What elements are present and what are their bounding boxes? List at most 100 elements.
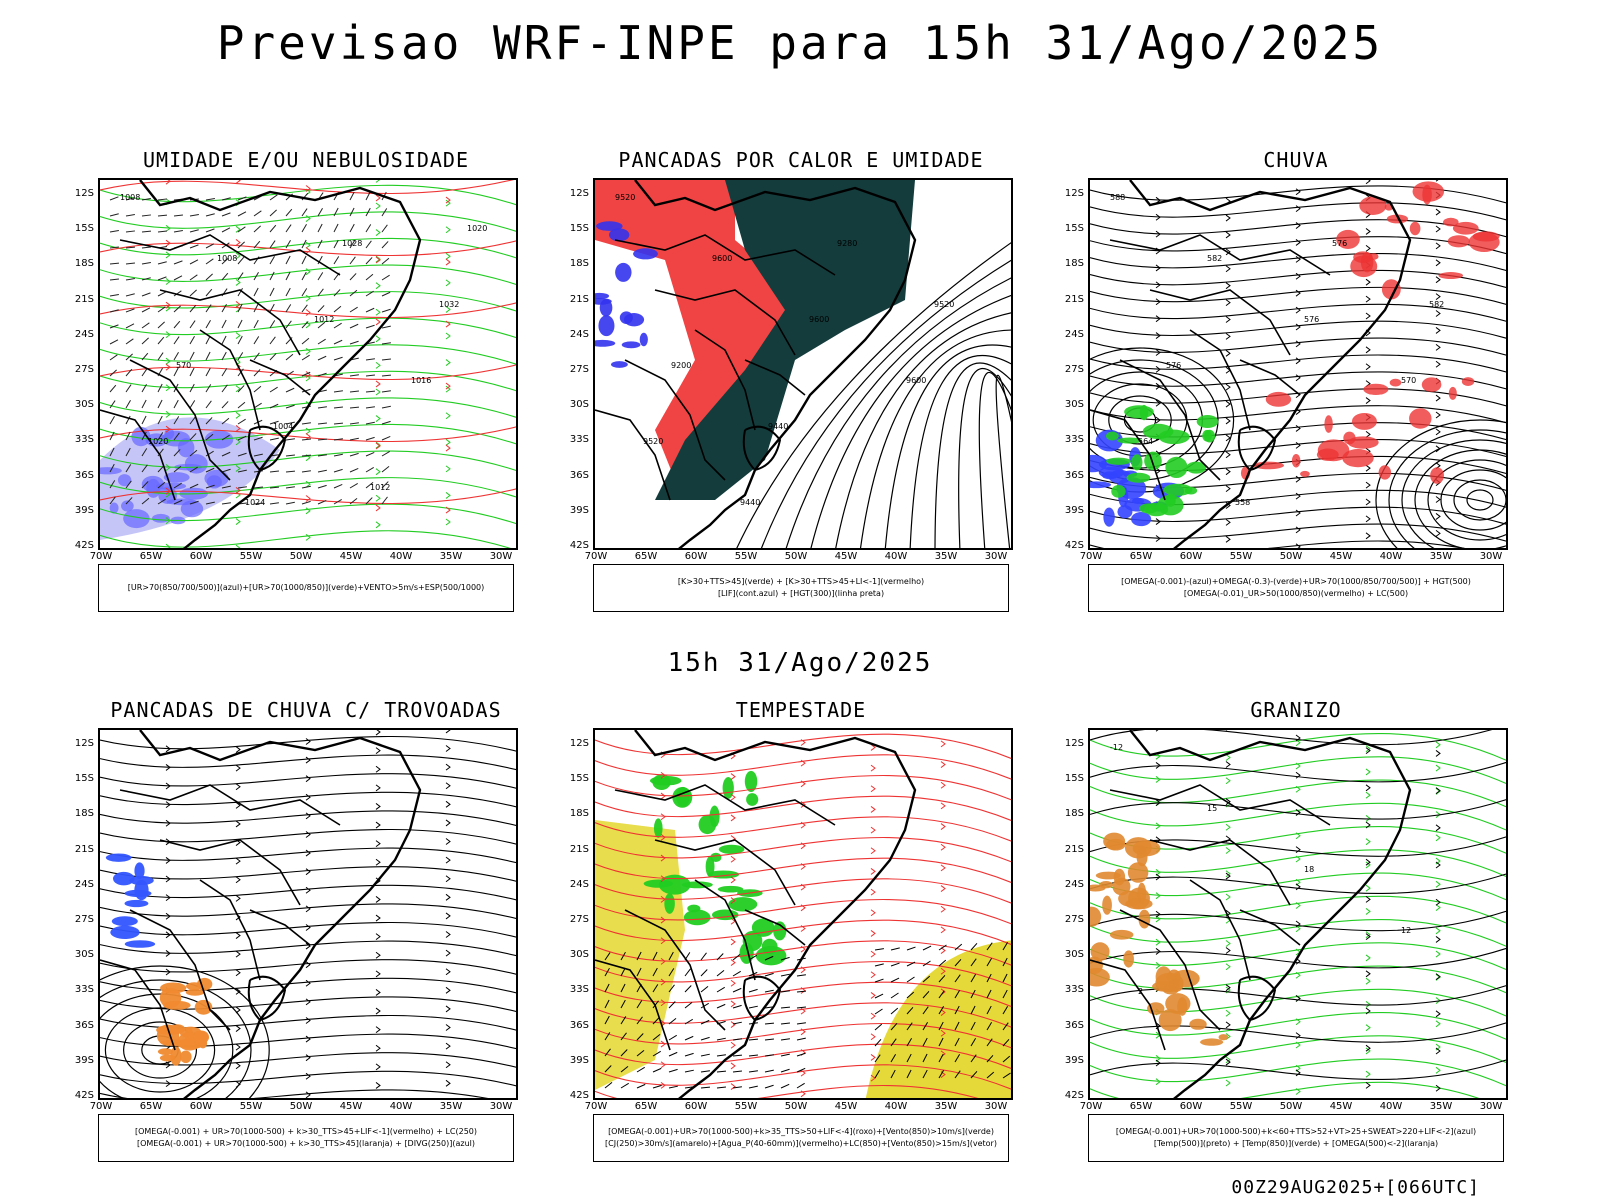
temp850-green-arrow — [1365, 838, 1371, 846]
wind-vector — [189, 483, 199, 489]
red-contour-arrow — [445, 506, 451, 514]
lon-label: 50W — [289, 551, 313, 562]
streamline-250-arrow — [445, 968, 451, 976]
wind850-vector — [748, 1038, 759, 1041]
temp500-black-arrow — [1225, 1021, 1231, 1029]
wind850-vector — [796, 974, 806, 977]
green-contour-arrow — [445, 492, 451, 499]
green-contour-arrow — [375, 180, 381, 183]
lc850-red-arrow — [940, 905, 946, 913]
coastline — [1129, 180, 1412, 548]
streamline-250-arrow — [445, 875, 451, 883]
rain-red — [1447, 235, 1470, 248]
green-contour-arrow — [305, 294, 311, 302]
green-contour-arrow — [445, 412, 451, 420]
omega-green — [1105, 431, 1119, 441]
wind-vector — [157, 198, 167, 201]
hgt500-contour-arrow — [1155, 535, 1161, 542]
wind-vector — [109, 400, 116, 409]
wind-vector — [237, 486, 247, 489]
wind-vector — [189, 416, 196, 425]
wind850-vector — [874, 993, 884, 999]
temp850-green-arrow — [1225, 754, 1231, 761]
streamline-250 — [100, 959, 516, 975]
hgt500-contour-arrow — [1435, 343, 1441, 351]
green-contour-arrow — [165, 437, 171, 445]
temp850-green-arrow — [1295, 762, 1301, 770]
lc850-red-arrow — [730, 1083, 736, 1090]
lc850-red-arrow — [940, 823, 946, 830]
hgt500-contour-arrow — [1435, 259, 1441, 267]
high-contour — [1466, 489, 1494, 511]
red-contour-arrow — [445, 258, 451, 266]
wind-vector — [157, 498, 166, 505]
legend-line: [CJ(250)>30m/s](amarelo)+[Agua_P(40-60mm… — [605, 1139, 997, 1148]
lat-label: 24S — [74, 328, 94, 340]
border-line — [159, 839, 301, 906]
wind-vector — [333, 322, 342, 329]
wind-vector — [125, 230, 135, 233]
streamline-250 — [100, 735, 516, 752]
wind850-vector — [796, 1006, 807, 1009]
wind-vector — [253, 240, 261, 249]
uruguay-border — [1237, 975, 1277, 1022]
wind-vector — [333, 239, 339, 249]
lat-label: 30S — [74, 399, 94, 411]
wind850-vector — [890, 1038, 897, 1047]
wind-vector — [205, 243, 215, 249]
lc850-red — [595, 795, 1011, 822]
green-contour — [100, 184, 516, 206]
wind-vector — [221, 401, 229, 409]
contour-label: 582 — [1429, 300, 1444, 309]
green-contour-arrow — [305, 348, 311, 355]
lc850-red-arrow — [940, 761, 946, 768]
hgt500-contour-arrow — [1435, 242, 1441, 250]
streamline-250-arrow — [375, 730, 381, 736]
wind-vector — [317, 207, 323, 217]
lon-label: 55W — [1229, 551, 1253, 562]
lat-label: 18S — [569, 258, 589, 270]
wind-vector — [333, 207, 339, 217]
green-contour-arrow — [165, 251, 171, 259]
cyclone-streamline — [100, 979, 252, 1098]
wind850-vector — [874, 1054, 881, 1063]
green-contour-arrow — [375, 441, 381, 449]
streamline-250-arrow — [375, 896, 381, 903]
streamline-250-arrow — [445, 782, 451, 790]
wind-vector — [189, 289, 197, 297]
high-contour — [1414, 449, 1506, 548]
omega500-orange — [1136, 847, 1148, 867]
hgt500-contour-arrow — [1435, 411, 1441, 419]
wind-vector — [333, 483, 343, 489]
wind850-vector — [796, 1052, 806, 1057]
lat-label: 12S — [1064, 188, 1084, 199]
wind-vector — [285, 454, 296, 457]
temp850-green — [1090, 1035, 1506, 1064]
wind850-vector — [970, 1054, 977, 1063]
red-contour-arrow — [445, 320, 451, 328]
rain-red — [1472, 231, 1500, 242]
wind-vector — [125, 293, 135, 297]
wind850-vector — [796, 990, 807, 993]
wind-vector — [333, 305, 342, 313]
hgt500-contour — [1090, 219, 1506, 238]
hgt500-contour-arrow — [1295, 323, 1301, 331]
green-contour-arrow — [375, 229, 381, 236]
wind-vector — [125, 447, 131, 457]
temp500-black — [1090, 761, 1506, 783]
lat-label: 39S — [74, 504, 94, 516]
wind-vector — [237, 226, 246, 233]
green-contour-arrow — [235, 411, 241, 419]
wind-vector — [285, 353, 294, 361]
streamline-250-arrow — [445, 986, 451, 994]
green-contour-arrow — [375, 202, 381, 210]
streamline-250-arrow — [445, 856, 451, 864]
wind-vector — [269, 303, 275, 313]
green-contour-arrow — [305, 268, 311, 276]
temp850-green-arrow — [1295, 971, 1301, 979]
rain-red — [1461, 377, 1475, 386]
hgt500-contour-arrow — [1295, 374, 1301, 382]
temp500-black-arrow — [1225, 798, 1231, 806]
wind850-vector — [986, 1022, 993, 1031]
hgt500-contour-arrow — [1225, 231, 1231, 239]
